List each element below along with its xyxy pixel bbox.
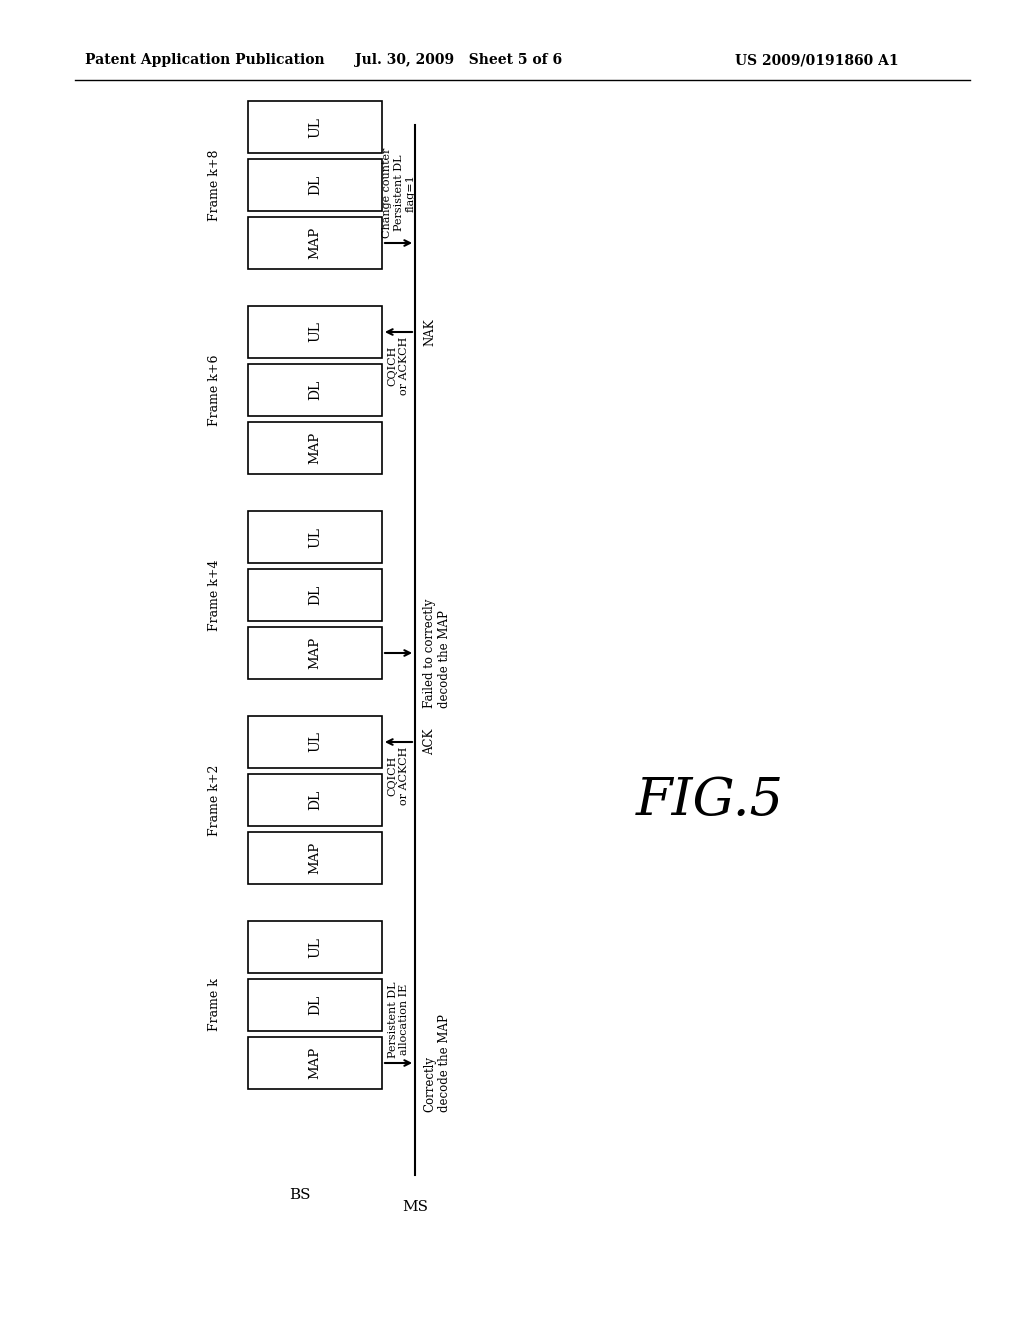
Text: Failed to correctly
decode the MAP: Failed to correctly decode the MAP <box>423 598 451 708</box>
Text: MS: MS <box>402 1200 428 1214</box>
Bar <box>248 627 382 678</box>
Bar <box>248 832 382 884</box>
Text: Change counter
Persistent DL
flag=1: Change counter Persistent DL flag=1 <box>382 148 415 238</box>
Bar <box>248 306 382 358</box>
Bar <box>248 715 382 768</box>
Bar <box>248 158 382 211</box>
Text: MAP: MAP <box>308 842 322 874</box>
Text: DL: DL <box>308 585 322 605</box>
Bar <box>248 921 382 973</box>
Bar <box>248 422 382 474</box>
Text: DL: DL <box>308 789 322 810</box>
Text: Correctly
decode the MAP: Correctly decode the MAP <box>423 1014 451 1111</box>
Bar <box>248 216 382 269</box>
Text: MAP: MAP <box>308 1047 322 1080</box>
Text: MAP: MAP <box>308 432 322 465</box>
Text: UL: UL <box>308 731 322 752</box>
Text: DL: DL <box>308 174 322 195</box>
Bar <box>248 364 382 416</box>
Bar <box>248 511 382 564</box>
Text: Persistent DL
allocation IE: Persistent DL allocation IE <box>388 982 410 1059</box>
Bar <box>248 979 382 1031</box>
Text: ACK: ACK <box>423 729 436 755</box>
Text: Frame k+8: Frame k+8 <box>209 149 221 220</box>
Text: DL: DL <box>308 380 322 400</box>
Text: Frame k+4: Frame k+4 <box>209 560 221 631</box>
Text: UL: UL <box>308 116 322 137</box>
Text: FIG.5: FIG.5 <box>636 775 784 825</box>
Text: UL: UL <box>308 322 322 342</box>
Bar <box>248 102 382 153</box>
Text: US 2009/0191860 A1: US 2009/0191860 A1 <box>735 53 899 67</box>
Text: Frame k+2: Frame k+2 <box>209 764 221 836</box>
Text: MAP: MAP <box>308 636 322 669</box>
Text: Jul. 30, 2009   Sheet 5 of 6: Jul. 30, 2009 Sheet 5 of 6 <box>355 53 562 67</box>
Text: MAP: MAP <box>308 227 322 259</box>
Text: UL: UL <box>308 527 322 548</box>
Bar <box>248 1038 382 1089</box>
Bar <box>248 774 382 826</box>
Text: Frame k+6: Frame k+6 <box>209 354 221 426</box>
Text: BS: BS <box>289 1188 310 1203</box>
Text: CQICH
or ACKCH: CQICH or ACKCH <box>388 337 410 396</box>
Text: Frame k: Frame k <box>209 978 221 1031</box>
Text: NAK: NAK <box>423 318 436 346</box>
Text: DL: DL <box>308 995 322 1015</box>
Text: CQICH
or ACKCH: CQICH or ACKCH <box>388 747 410 805</box>
Text: UL: UL <box>308 936 322 957</box>
Text: Patent Application Publication: Patent Application Publication <box>85 53 325 67</box>
Bar <box>248 569 382 620</box>
